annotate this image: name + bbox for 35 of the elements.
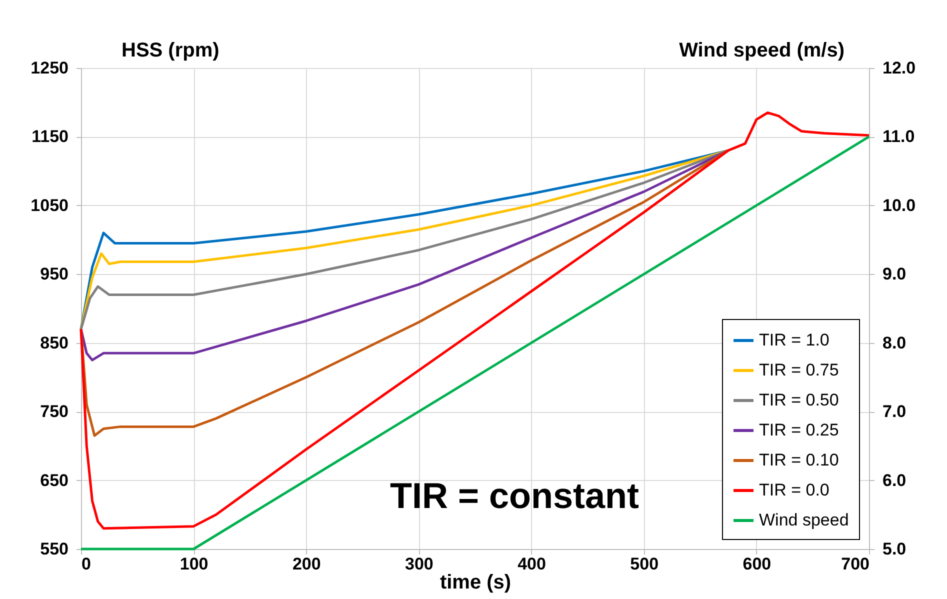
x-tick-label: 100 [180,554,208,574]
y-tick-label: 1150 [32,127,68,146]
x-axis-title: time (s) [440,572,512,594]
legend-label: TIR = 0.10 [759,450,839,470]
legend-label: TIR = 0.50 [759,390,839,410]
x-tick-label: 600 [742,554,772,574]
legend-label: TIR = 1.0 [759,330,830,350]
x-tick-label: 400 [518,554,546,574]
legend-label: TIR = 0.25 [759,420,839,440]
legend-label: TIR = 0.0 [759,480,830,500]
x-tick-label: 0 [82,554,91,574]
y2-tick-label: 7.0 [882,402,906,422]
y2-tick-label: 11.0 [882,127,915,146]
x-tick-label: 500 [630,554,659,574]
y2-axis-title: Wind speed (m/s) [679,40,844,62]
legend-label: TIR = 0.75 [759,360,839,380]
y2-tick-label: 8.0 [882,333,906,352]
y2-tick-label: 6.0 [882,470,906,490]
y2-tick-label: 10.0 [882,196,916,215]
y-axis-title: HSS (rpm) [122,40,220,62]
annotation: TIR = constant [390,475,640,516]
x-tick-label: 700 [841,554,870,574]
y-tick-label: 950 [40,264,68,284]
y-tick-label: 1250 [30,58,68,78]
y-tick-label: 550 [40,540,68,558]
y-tick-label: 850 [40,333,68,352]
y-tick-label: 650 [40,470,68,490]
x-tick-label: 300 [405,554,434,574]
legend-label: Wind speed [759,510,849,530]
y2-tick-label: 5.0 [882,540,906,558]
y2-tick-label: 12.0 [882,58,916,78]
y2-tick-label: 9.0 [882,264,906,284]
x-tick-label: 200 [292,554,321,574]
y-tick-label: 1050 [30,196,68,215]
y-tick-label: 750 [40,402,68,422]
